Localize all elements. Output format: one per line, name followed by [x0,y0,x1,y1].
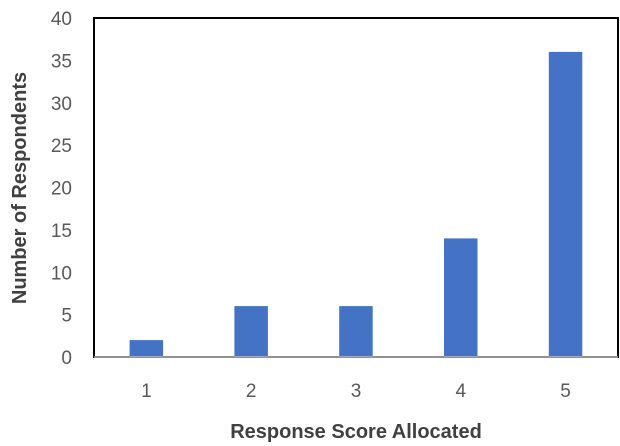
bar-1 [129,340,164,357]
x-tick-label-1: 1 [141,381,152,402]
bar-5 [548,51,583,358]
x-axis-ticks: 1 2 3 4 5 [141,381,571,402]
bar-2 [234,306,268,357]
x-tick-label-4: 4 [456,381,467,402]
x-axis-title: Response Score Allocated [230,421,482,443]
y-tick-label-10: 10 [51,263,72,284]
y-tick-label-0: 0 [61,348,72,369]
bar-4 [444,238,478,357]
x-tick-label-3: 3 [351,381,362,402]
x-tick-label-5: 5 [560,381,571,402]
x-tick-label-2: 2 [246,381,257,402]
bar-3 [339,306,373,357]
y-tick-label-25: 25 [51,136,72,157]
y-tick-label-20: 20 [51,179,72,200]
y-tick-label-35: 35 [51,51,72,72]
y-tick-label-30: 30 [51,94,72,115]
y-tick-label-40: 40 [51,9,72,30]
y-axis-ticks: 0 5 10 15 20 25 30 35 40 [51,9,72,369]
y-tick-label-5: 5 [61,306,72,327]
bars-group [129,51,583,358]
y-axis-title: Number of Respondents [9,72,31,304]
y-tick-label-15: 15 [51,221,72,242]
